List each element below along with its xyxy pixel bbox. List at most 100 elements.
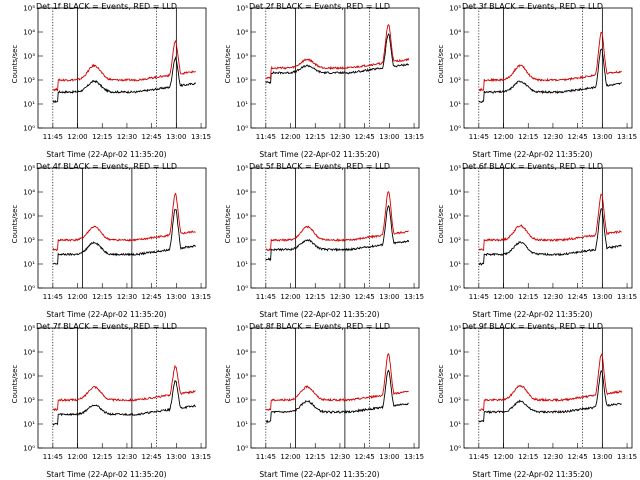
y-tick-label: 10⁰ (449, 125, 461, 133)
panel-plot: 10⁰ 10¹ 10² 10³ 10⁴ 10⁵ 11:45 12:00 12:15 12:30 12… (23, 165, 211, 302)
detector-panel: Det 7f BLACK = Events, RED = LLD 10⁰ 10¹ 10… (0, 320, 213, 480)
plot-frame (463, 327, 633, 449)
x-tick-label: 11:45 (469, 453, 489, 461)
y-tick-label: 10² (449, 237, 461, 245)
lld-series-line (52, 364, 196, 412)
x-axis-label: Start Time (22-Apr-02 11:35:20) (472, 470, 593, 479)
lld-series-line (265, 353, 409, 411)
x-tick-label: 12:00 (67, 133, 87, 141)
y-tick-label: 10⁴ (449, 349, 461, 357)
x-axis-label: Start Time (22-Apr-02 11:35:20) (46, 470, 167, 479)
y-axis-label: Counts/sec (11, 44, 19, 84)
x-tick-label: 11:45 (256, 133, 276, 141)
lld-series-line (265, 191, 409, 252)
panel-title: Det 3f BLACK = Events, RED = LLD (461, 2, 604, 11)
y-tick-label: 10¹ (449, 101, 461, 109)
x-tick-label: 13:15 (404, 453, 424, 461)
lld-series-line (478, 193, 622, 251)
panel-title: Det 1f BLACK = Events, RED = LLD (35, 2, 178, 11)
x-tick-label: 12:00 (493, 453, 513, 461)
x-tick-label: 13:15 (617, 453, 637, 461)
y-tick-label: 10³ (236, 53, 248, 61)
x-axis-label: Start Time (22-Apr-02 11:35:20) (46, 150, 167, 159)
events-series-line (478, 48, 623, 104)
y-tick-label: 10³ (23, 373, 35, 381)
plot-frame (37, 167, 207, 289)
x-tick-label: 11:45 (469, 133, 489, 141)
x-tick-label: 12:45 (568, 293, 588, 301)
y-tick-label: 10⁵ (23, 5, 35, 13)
y-tick-label: 10¹ (236, 421, 248, 429)
x-tick-label: 13:15 (404, 133, 424, 141)
y-tick-label: 10⁴ (23, 349, 35, 357)
y-tick-label: 10⁴ (236, 29, 248, 37)
x-tick-label: 13:00 (166, 293, 186, 301)
x-tick-label: 12:30 (543, 293, 563, 301)
x-tick-label: 12:00 (67, 453, 87, 461)
panel-title: Det 2f BLACK = Events, RED = LLD (248, 2, 391, 11)
y-tick-label: 10⁵ (23, 165, 35, 173)
y-axis-label: Counts/sec (437, 364, 445, 404)
x-tick-label: 12:30 (330, 453, 350, 461)
y-axis-label: Counts/sec (224, 204, 232, 244)
y-tick-label: 10⁵ (236, 5, 248, 13)
x-tick-label: 12:30 (543, 453, 563, 461)
x-tick-label: 12:45 (568, 133, 588, 141)
x-tick-label: 12:15 (518, 453, 538, 461)
panel-title: Det 9f BLACK = Events, RED = LLD (461, 322, 604, 331)
y-tick-label: 10⁴ (449, 189, 461, 197)
y-tick-label: 10² (236, 77, 248, 85)
y-axis-label: Counts/sec (224, 44, 232, 84)
x-tick-label: 13:00 (379, 133, 399, 141)
lld-series-line (52, 39, 196, 92)
detector-panel: Det 3f BLACK = Events, RED = LLD 10⁰ 10¹ 10… (426, 0, 639, 160)
x-tick-label: 12:15 (92, 293, 112, 301)
x-tick-label: 13:00 (379, 453, 399, 461)
x-tick-label: 12:15 (305, 293, 325, 301)
panel-title: Det 4f BLACK = Events, RED = LLD (35, 162, 178, 171)
x-tick-label: 12:00 (280, 453, 300, 461)
lld-series-line (265, 24, 410, 80)
y-tick-label: 10³ (449, 373, 461, 381)
panel-plot: 10⁰ 10¹ 10² 10³ 10⁴ 10⁵ 11:45 12:00 12:15 12:30 12… (23, 5, 211, 142)
detector-panel: Det 2f BLACK = Events, RED = LLD 10⁰ 10¹ 10… (213, 0, 426, 160)
panel-plot: 10⁰ 10¹ 10² 10³ 10⁴ 10⁵ 11:45 12:00 12:15 12:30 12… (236, 325, 424, 462)
x-tick-label: 12:30 (330, 293, 350, 301)
panel-title: Det 7f BLACK = Events, RED = LLD (35, 322, 178, 331)
x-tick-label: 12:45 (142, 293, 162, 301)
x-tick-label: 13:00 (592, 453, 612, 461)
y-tick-label: 10⁵ (449, 165, 461, 173)
y-tick-label: 10² (236, 397, 248, 405)
y-tick-label: 10⁰ (23, 285, 35, 293)
y-tick-label: 10² (449, 77, 461, 85)
x-tick-label: 11:45 (256, 293, 276, 301)
x-tick-label: 12:45 (142, 453, 162, 461)
x-tick-label: 13:15 (191, 133, 211, 141)
plot-frame (37, 7, 207, 129)
x-tick-label: 13:00 (379, 293, 399, 301)
detector-panel: Det 9f BLACK = Events, RED = LLD 10⁰ 10¹ 10… (426, 320, 639, 480)
panel-plot: 10⁰ 10¹ 10² 10³ 10⁴ 10⁵ 11:45 12:00 12:15 12:30 12… (449, 5, 637, 142)
y-tick-label: 10¹ (236, 101, 248, 109)
x-tick-label: 13:00 (166, 453, 186, 461)
y-tick-label: 10⁴ (23, 189, 35, 197)
plot-frame (463, 7, 633, 129)
y-tick-label: 10⁰ (236, 445, 248, 453)
x-tick-label: 13:15 (404, 293, 424, 301)
y-tick-label: 10² (23, 77, 35, 85)
x-tick-label: 12:15 (92, 133, 112, 141)
panel-plot: 10⁰ 10¹ 10² 10³ 10⁴ 10⁵ 11:45 12:00 12:15 12:30 12… (236, 5, 424, 142)
plot-frame (463, 167, 633, 289)
y-tick-label: 10² (23, 397, 35, 405)
y-tick-label: 10⁰ (449, 285, 461, 293)
y-tick-label: 10⁵ (449, 5, 461, 13)
y-tick-label: 10⁰ (236, 125, 248, 133)
y-tick-label: 10¹ (23, 421, 35, 429)
y-tick-label: 10¹ (449, 421, 461, 429)
panel-title: Det 5f BLACK = Events, RED = LLD (248, 162, 391, 171)
x-tick-label: 13:15 (191, 453, 211, 461)
y-tick-label: 10⁴ (23, 29, 35, 37)
y-tick-label: 10¹ (23, 101, 35, 109)
x-axis-label: Start Time (22-Apr-02 11:35:20) (259, 310, 380, 319)
x-tick-label: 12:15 (92, 453, 112, 461)
